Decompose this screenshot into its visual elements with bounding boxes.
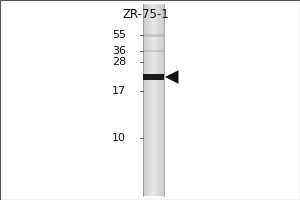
Text: 17: 17 bbox=[112, 86, 126, 96]
Bar bbox=[160, 4, 161, 196]
Bar bbox=[156, 4, 157, 196]
Bar bbox=[146, 4, 147, 196]
Bar bbox=[163, 4, 164, 196]
Bar bbox=[152, 4, 153, 196]
Bar bbox=[159, 4, 160, 196]
Bar bbox=[142, 50, 164, 52]
Bar bbox=[157, 4, 158, 196]
Bar bbox=[150, 4, 151, 196]
Bar bbox=[158, 4, 159, 196]
Bar bbox=[149, 4, 151, 196]
Bar bbox=[157, 4, 158, 196]
Text: ZR-75-1: ZR-75-1 bbox=[123, 8, 170, 21]
Bar bbox=[149, 4, 150, 196]
Bar bbox=[148, 4, 149, 196]
Bar bbox=[152, 4, 153, 196]
Bar bbox=[145, 4, 146, 196]
Bar bbox=[147, 4, 148, 196]
Bar bbox=[155, 4, 156, 196]
Bar bbox=[159, 4, 160, 196]
Text: 28: 28 bbox=[112, 57, 126, 67]
Bar bbox=[161, 4, 162, 196]
Bar bbox=[142, 34, 164, 37]
Bar bbox=[153, 4, 154, 196]
Bar bbox=[151, 4, 152, 196]
Bar bbox=[161, 4, 162, 196]
Bar bbox=[147, 4, 148, 196]
Bar bbox=[142, 74, 164, 80]
Text: 55: 55 bbox=[112, 30, 126, 40]
Bar bbox=[145, 4, 146, 196]
Bar bbox=[143, 4, 144, 196]
Text: 36: 36 bbox=[112, 46, 126, 56]
Bar bbox=[144, 4, 145, 196]
Bar bbox=[154, 4, 155, 196]
Bar bbox=[162, 4, 163, 196]
Bar bbox=[142, 4, 143, 196]
Bar bbox=[154, 4, 155, 196]
Polygon shape bbox=[165, 70, 178, 84]
Text: 10: 10 bbox=[112, 133, 126, 143]
